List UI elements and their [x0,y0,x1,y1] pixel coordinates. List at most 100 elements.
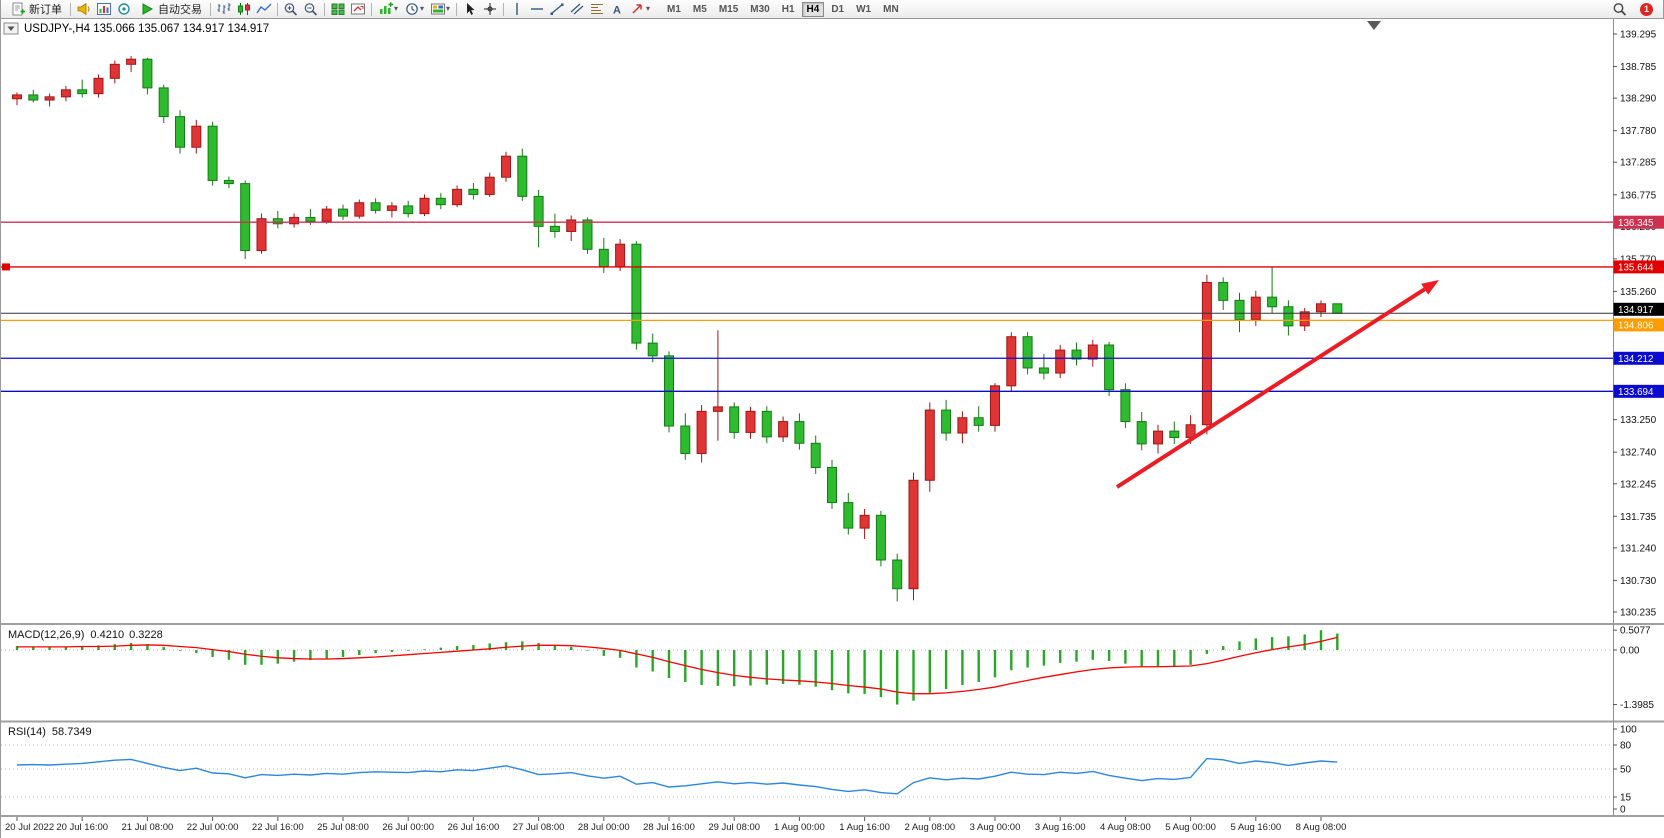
candle-body [957,417,968,434]
rsi-axis-label: 80 [1620,741,1632,752]
trend-arrow-line[interactable] [1115,287,1426,489]
notification-badge[interactable]: 1 [1640,2,1653,16]
timeframe-h1[interactable]: H1 [777,2,800,17]
candlestick-mode-button[interactable] [234,1,254,17]
new-order-label: 新订单 [29,4,62,16]
candle-body [223,179,234,185]
candle-body [973,417,984,426]
trend-arrow-head[interactable] [1421,280,1439,295]
timeframe-m1[interactable]: M1 [662,2,686,17]
chart-shift-button[interactable] [348,1,368,17]
candle-body [1071,349,1082,360]
candle-body [892,559,903,590]
templates-button[interactable]: ▾ [427,1,453,17]
candle-body [875,514,886,561]
macd-value-main: 0.4210 [90,629,124,641]
candle-body [859,514,870,529]
text-tool-button[interactable]: A [607,1,627,17]
candle-body [1104,344,1115,391]
timeframe-mn[interactable]: MN [878,2,904,17]
candle-body [549,225,560,232]
timeframe-m30[interactable]: M30 [745,2,774,17]
zoom-out-icon [304,3,318,16]
candle-body [338,208,348,217]
timeframe-h4[interactable]: H4 [801,1,825,17]
candle-body [924,409,935,481]
timeframe-w1[interactable]: W1 [851,2,876,17]
candle-body [272,218,283,225]
periods-button[interactable]: ▾ [401,1,427,17]
trendline-tool-button[interactable] [547,1,567,17]
indicators-button[interactable]: ▾ [375,1,401,17]
candle-body [403,205,414,215]
price-badge-label: 135.644 [1618,263,1654,274]
timeframe-m15[interactable]: M15 [714,2,743,17]
candlestick-chart-icon [238,3,250,15]
y-axis-tick-label: 133.250 [1620,415,1657,426]
chart-shift-icon [351,3,365,15]
candle-body [158,87,169,118]
candle-body [745,410,756,433]
candle-body [1038,367,1049,374]
separator [324,2,325,16]
crosshair-tool-button[interactable] [480,1,500,17]
candle-body [990,385,1000,426]
tile-windows-button[interactable] [328,1,348,17]
x-axis-label: 8 Aug 08:00 [1296,822,1347,833]
y-axis-tick-label: 138.785 [1620,62,1657,73]
candle-body [1201,281,1212,426]
x-axis-label: 29 Jul 08:00 [708,822,760,833]
chart-title: USDJPY-,H4 135.066 135.067 134.917 134.9… [24,23,269,35]
separator [210,2,211,16]
candle-body [1316,303,1326,313]
y-axis-tick-label: 132.245 [1620,479,1657,490]
x-axis-label: 1 Aug 00:00 [774,822,825,833]
bar-chart-mode-button[interactable] [214,1,234,17]
line-anchor-marker[interactable] [2,263,10,271]
market-watch-button[interactable] [94,1,114,17]
candle-body [794,421,805,444]
tile-windows-icon [331,3,345,15]
vertical-line-tool-button[interactable] [507,1,527,17]
candle-body [1136,421,1147,445]
rsi-value: 58.7349 [52,726,92,738]
candle-body [501,155,511,178]
rsi-indicator [1,744,1613,798]
navigator-button[interactable] [114,1,134,17]
new-order-button[interactable]: 新订单 [5,1,67,17]
one-click-trading-toggle[interactable] [3,22,19,35]
candle-body [778,421,789,438]
auto-trading-button[interactable]: 自动交易 [134,1,207,17]
price-badges-layer: 136.345 135.644 134.917 134.806 134.212 133.6… [1613,215,1664,398]
alerts-button[interactable] [74,1,94,17]
candle-body [566,219,577,232]
timeframe-d1[interactable]: D1 [826,2,849,17]
horizontal-line-tool-button[interactable] [527,1,547,17]
zoom-out-button[interactable] [301,1,321,17]
candle-body [289,216,300,225]
line-chart-mode-button[interactable] [254,1,274,17]
separator [70,2,71,16]
y-axis-tick-label: 138.290 [1620,94,1657,105]
fibonacci-tool-button[interactable] [587,1,607,17]
channel-tool-button[interactable] [567,1,587,17]
new-order-icon [12,2,25,16]
x-axis-label: 22 Jul 16:00 [252,822,304,833]
timeframe-m5[interactable]: M5 [688,2,712,17]
rsi-line [16,757,1338,795]
candle-body [1218,281,1229,301]
x-axis-label: 3 Aug 00:00 [970,822,1021,833]
candle-body [240,183,251,252]
search-button[interactable] [1610,1,1630,17]
candle-body [191,125,202,148]
chart-shift-marker[interactable] [1367,21,1381,30]
cursor-tool-button[interactable] [460,1,480,17]
x-axis-label: 5 Aug 00:00 [1165,822,1216,833]
arrows-tool-icon [632,4,642,14]
zoom-in-button[interactable] [281,1,301,17]
arrows-tool-button[interactable]: ▾ [627,1,653,17]
candle-body [1234,299,1245,320]
candle-body [810,442,821,469]
svg-text:A: A [613,5,621,17]
candle-body [1153,430,1163,445]
